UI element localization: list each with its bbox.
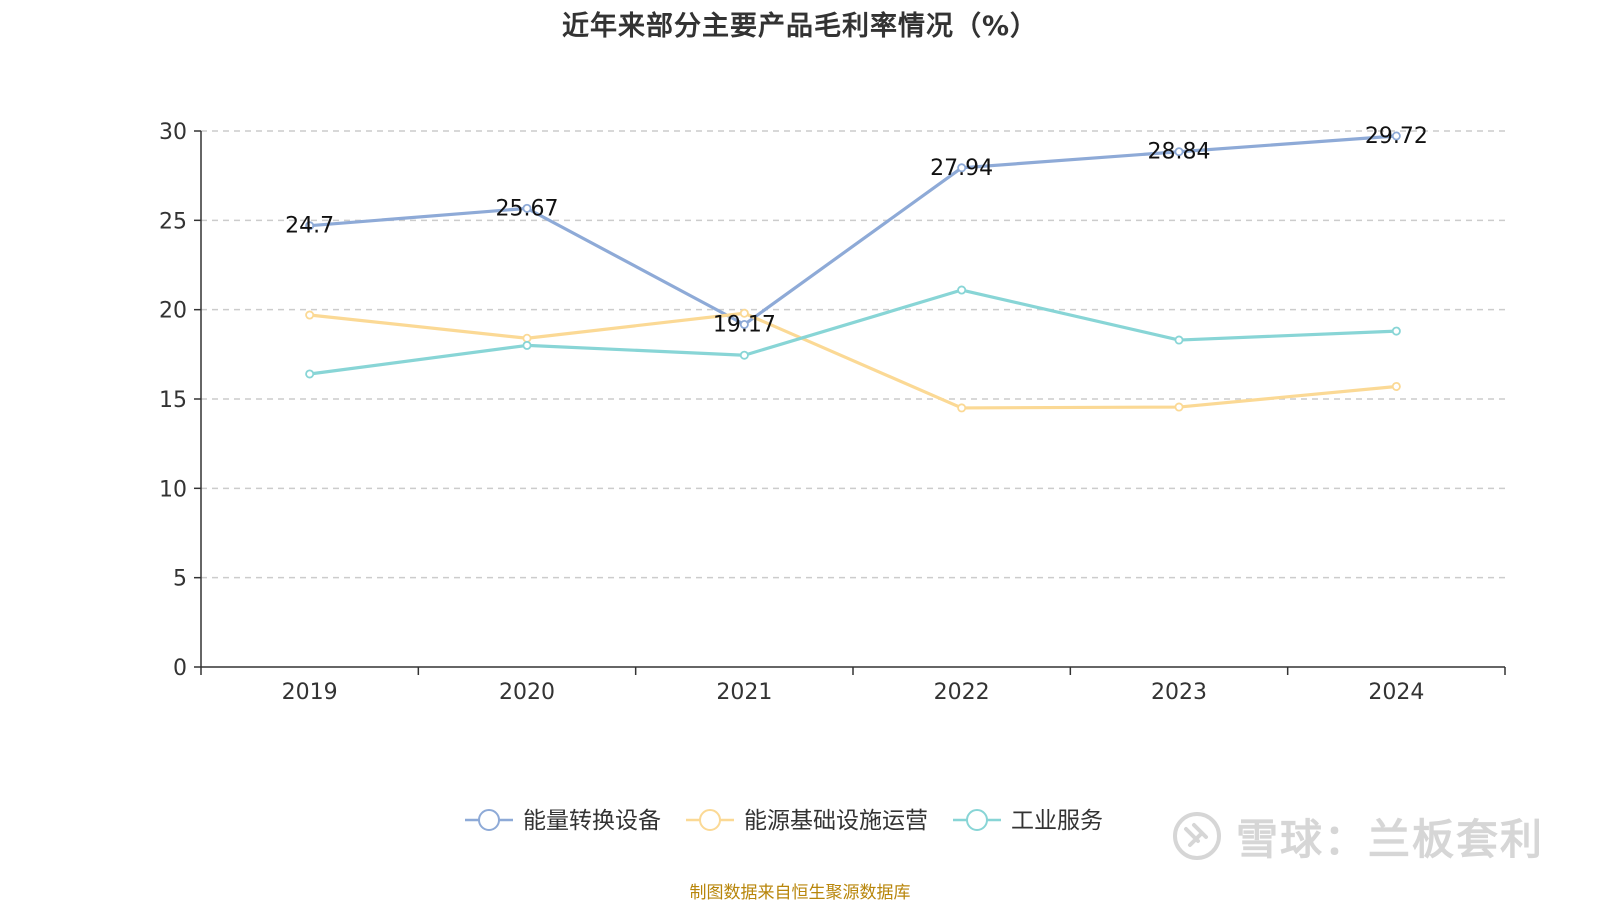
legend-label: 能量转换设备 — [523, 808, 661, 834]
legend-label: 能源基础设施运营 — [744, 808, 928, 834]
series-2 — [305, 285, 1401, 379]
legend-item-2: 工业服务 — [953, 808, 1103, 834]
series-lines — [305, 131, 1401, 413]
y-tick-label: 0 — [173, 656, 187, 681]
data-point — [1391, 381, 1401, 391]
x-tick-label: 2019 — [282, 680, 338, 705]
y-tick-label: 5 — [173, 567, 187, 592]
data-point — [739, 308, 749, 318]
data-label: 25.67 — [496, 196, 559, 221]
series-line — [309, 311, 1397, 410]
data-point — [522, 203, 532, 213]
watermark: 雪球：兰板套利 — [1172, 806, 1544, 866]
snowball-logo-icon — [1173, 812, 1221, 860]
series-line — [309, 134, 1397, 327]
data-point — [1391, 326, 1401, 336]
legend-marker-icon — [966, 809, 988, 831]
data-point — [739, 350, 749, 360]
data-label: 24.7 — [285, 214, 334, 239]
data-point — [1174, 147, 1184, 157]
y-tick-label: 30 — [159, 120, 187, 145]
series-0 — [305, 131, 1401, 329]
data-labels: 24.7 25.67 19.17 27.94 28.84 29.72 — [285, 124, 1428, 337]
x-tick-label: 2024 — [1368, 680, 1424, 705]
x-tick-label: 2022 — [934, 680, 990, 705]
legend-item-1: 能源基础设施运营 — [686, 808, 928, 834]
data-point — [957, 163, 967, 173]
data-point — [305, 221, 315, 231]
legend-label: 工业服务 — [1011, 808, 1103, 834]
legend-marker-icon — [478, 809, 500, 831]
data-label: 28.84 — [1148, 140, 1211, 165]
data-label: 19.17 — [713, 312, 776, 337]
series-1 — [305, 308, 1401, 413]
data-point — [305, 310, 315, 320]
x-tick-label: 2021 — [716, 680, 772, 705]
data-point — [522, 333, 532, 343]
grid-lines — [201, 130, 1505, 579]
legend-item-0: 能量转换设备 — [465, 808, 661, 834]
data-label: 29.72 — [1365, 124, 1428, 149]
y-tick-label: 25 — [159, 209, 187, 234]
chart-title: 近年来部分主要产品毛利率情况（%） — [561, 11, 1039, 42]
data-point — [305, 369, 315, 379]
data-point — [1174, 402, 1184, 412]
y-tick-label: 20 — [159, 299, 187, 324]
data-point — [739, 319, 749, 329]
y-tick-label: 15 — [159, 388, 187, 413]
data-point — [957, 285, 967, 295]
data-point — [522, 340, 532, 350]
data-point — [1391, 131, 1401, 141]
y-tick-label: 10 — [159, 477, 187, 502]
legend-marker-icon — [699, 809, 721, 831]
data-label: 27.94 — [930, 156, 993, 181]
source-note: 制图数据来自恒生聚源数据库 — [689, 883, 911, 903]
series-line — [309, 288, 1397, 376]
data-point — [957, 403, 967, 413]
legend: 能量转换设备 能源基础设施运营 工业服务 — [465, 808, 1103, 834]
watermark-text: 雪球：兰板套利 — [1236, 814, 1545, 864]
data-point — [1174, 335, 1184, 345]
x-tick-label: 2020 — [499, 680, 555, 705]
x-tick-label: 2023 — [1151, 680, 1207, 705]
axes: 0 5 10 15 20 25 30 2019 2020 2021 2022 2023 2024 — [159, 120, 1506, 705]
